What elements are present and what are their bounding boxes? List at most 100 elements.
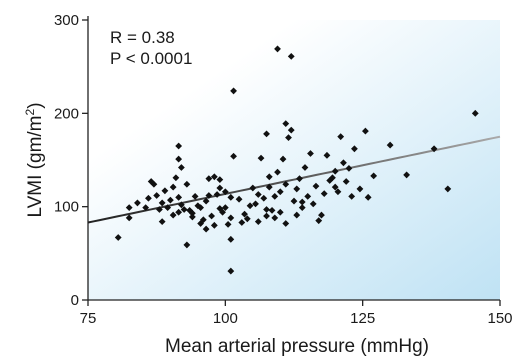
data-point [167, 196, 174, 204]
data-point [296, 175, 303, 183]
data-point [169, 211, 177, 219]
data-point [274, 168, 281, 176]
data-point [227, 235, 235, 243]
correlation-r-annotation: R = 0.38 [110, 28, 175, 47]
data-point [210, 173, 218, 181]
data-point [312, 182, 320, 190]
data-point [188, 209, 196, 217]
data-point [216, 176, 224, 183]
data-point [216, 205, 224, 212]
data-point [282, 220, 290, 227]
data-point [161, 187, 169, 195]
data-point [164, 204, 172, 211]
data-point [156, 206, 163, 213]
data-point [263, 212, 270, 220]
data-point [340, 159, 347, 167]
data-point [345, 165, 353, 172]
data-point [254, 218, 262, 225]
data-point [158, 199, 166, 207]
data-point [254, 191, 262, 198]
data-point [221, 188, 229, 196]
data-point [213, 191, 221, 198]
data-point [271, 193, 279, 200]
data-point [202, 225, 210, 233]
data-point [386, 141, 394, 149]
data-point [370, 172, 378, 180]
data-point [219, 208, 226, 216]
data-point [183, 180, 191, 188]
data-point [293, 211, 301, 219]
data-point [265, 183, 273, 191]
data-point [224, 221, 232, 228]
data-point [175, 142, 183, 150]
data-point [147, 178, 155, 185]
data-point [183, 241, 191, 249]
regression-line [87, 135, 501, 224]
data-point [177, 201, 185, 209]
data-point [337, 133, 345, 141]
data-point [230, 152, 237, 160]
x-axis-title: Mean arterial pressure (mmHg) [165, 336, 429, 357]
data-point [169, 183, 177, 191]
data-point [205, 192, 213, 199]
data-point [188, 213, 196, 221]
data-point [279, 155, 287, 163]
data-point [287, 53, 295, 60]
data-point [356, 185, 364, 193]
y-tick-label: 300 [54, 12, 79, 29]
data-point [241, 210, 248, 218]
data-point [263, 206, 270, 213]
data-point [145, 194, 152, 202]
data-point [235, 195, 243, 203]
data-point [210, 221, 218, 229]
data-point [282, 180, 290, 188]
data-point [150, 180, 158, 188]
data-point [216, 184, 224, 192]
p-value-annotation: P < 0.0001 [110, 49, 192, 68]
y-tick-label: 200 [54, 105, 79, 122]
data-point [175, 155, 183, 163]
data-point [276, 208, 284, 216]
data-point [249, 184, 257, 192]
data-points [114, 45, 479, 275]
data-point [230, 87, 237, 95]
x-tick-label: 125 [350, 310, 375, 327]
data-point [331, 167, 339, 175]
data-point [257, 154, 265, 162]
data-point [191, 193, 199, 200]
data-point [246, 202, 254, 210]
data-point [199, 216, 207, 224]
x-tick-label: 150 [487, 310, 512, 327]
data-point [197, 204, 205, 211]
data-point [208, 212, 215, 220]
data-point [172, 174, 180, 182]
data-point [227, 214, 235, 222]
data-point [444, 185, 452, 193]
data-point [320, 190, 328, 197]
data-point [307, 150, 314, 157]
x-tick-label: 100 [213, 310, 238, 327]
y-tick-label: 100 [54, 199, 79, 216]
data-point [276, 188, 284, 196]
data-point [265, 173, 273, 181]
data-point [351, 145, 358, 153]
y-tick-label: 0 [71, 292, 79, 309]
data-point [403, 171, 411, 179]
data-point [290, 197, 298, 205]
data-point [430, 145, 438, 153]
data-point [274, 45, 281, 53]
data-point [175, 208, 183, 216]
plot-background [88, 20, 500, 300]
data-point [285, 134, 292, 141]
data-point [221, 204, 229, 211]
data-point [348, 193, 356, 200]
data-point [309, 200, 317, 208]
data-point [197, 220, 205, 227]
data-point [271, 214, 279, 222]
y-axis-title: LVMI (gm/m2) [23, 102, 46, 217]
data-point [202, 197, 210, 205]
data-point [180, 206, 188, 213]
y-axis-title-superscript: 2 [23, 108, 37, 115]
data-point [158, 218, 166, 225]
data-point [329, 174, 336, 182]
